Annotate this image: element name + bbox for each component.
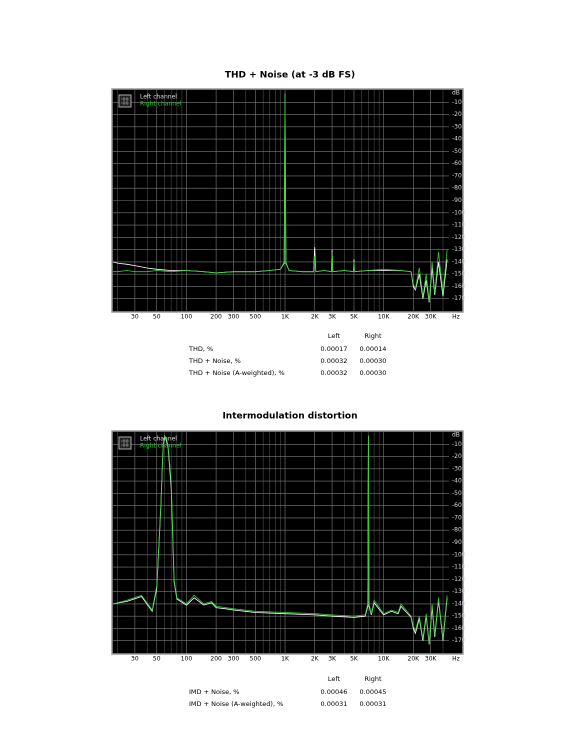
- y-tick-label: -90: [452, 539, 462, 546]
- legend-icon: [118, 94, 132, 108]
- x-tick-label: 30: [131, 656, 139, 663]
- y-tick-label: -40: [452, 478, 462, 485]
- cell: 0.00031: [321, 700, 348, 708]
- x-tick-label: 5K: [350, 314, 359, 321]
- chart-title: Intermodulation distortion: [222, 412, 357, 422]
- x-tick-label: 10K: [378, 314, 391, 321]
- y-tick-label: -100: [452, 551, 466, 558]
- y-tick-label: -170: [452, 637, 466, 644]
- y-tick-label: -110: [452, 222, 466, 229]
- y-axis-label: dB: [452, 90, 460, 97]
- cell: 0.00032: [321, 369, 348, 377]
- row-label: THD + Noise (A-weighted), %: [188, 369, 285, 377]
- x-tick-label: 100: [181, 656, 193, 663]
- x-tick-label: 10K: [378, 656, 391, 663]
- legend-icon: [118, 436, 132, 450]
- row-label: THD + Noise, %: [188, 357, 241, 365]
- y-tick-label: -120: [452, 234, 466, 241]
- column-header: Right: [364, 675, 382, 683]
- x-axis-label: Hz: [452, 656, 460, 663]
- x-tick-label: 1K: [281, 656, 290, 663]
- y-tick-label: -40: [452, 136, 462, 143]
- y-tick-label: -130: [452, 246, 466, 253]
- y-tick-label: -160: [452, 283, 466, 290]
- y-tick-label: -60: [452, 502, 462, 509]
- x-tick-label: 30K: [425, 656, 438, 663]
- y-tick-label: -20: [452, 453, 462, 460]
- cell: 0.00032: [321, 357, 348, 365]
- y-tick-label: -70: [452, 172, 462, 179]
- y-tick-label: -30: [452, 123, 462, 130]
- x-tick-label: 200: [210, 314, 222, 321]
- x-tick-label: 3K: [328, 656, 337, 663]
- x-tick-label: 50: [153, 314, 161, 321]
- x-tick-label: 300: [228, 656, 240, 663]
- x-tick-label: 20K: [408, 314, 421, 321]
- y-tick-label: -110: [452, 564, 466, 571]
- x-tick-label: 2K: [311, 314, 320, 321]
- x-axis-label: Hz: [452, 314, 460, 321]
- legend-label: Right channel: [140, 101, 182, 108]
- y-tick-label: -90: [452, 197, 462, 204]
- y-tick-label: -20: [452, 111, 462, 118]
- x-tick-label: 500: [250, 656, 262, 663]
- x-tick-label: 50: [153, 656, 161, 663]
- row-label: THD, %: [188, 345, 213, 353]
- cell: 0.00045: [360, 688, 387, 696]
- y-tick-label: -10: [452, 441, 462, 448]
- y-tick-label: -160: [452, 625, 466, 632]
- legend-icon-grid: [121, 439, 129, 447]
- y-tick-label: -140: [452, 600, 466, 607]
- cell: 0.00046: [321, 688, 348, 696]
- y-tick-label: -80: [452, 185, 462, 192]
- legend-icon-grid: [121, 97, 129, 105]
- x-tick-label: 300: [228, 314, 240, 321]
- y-tick-label: -150: [452, 271, 466, 278]
- y-tick-label: -60: [452, 160, 462, 167]
- cell: 0.00014: [360, 345, 387, 353]
- x-tick-label: 3K: [328, 314, 337, 321]
- cell: 0.00017: [321, 345, 348, 353]
- y-tick-label: -50: [452, 148, 462, 155]
- y-tick-label: -80: [452, 527, 462, 534]
- y-tick-label: -70: [452, 514, 462, 521]
- y-axis-label: dB: [452, 432, 460, 439]
- row-label: IMD + Noise, %: [189, 688, 239, 696]
- x-tick-label: 200: [210, 656, 222, 663]
- column-header: Right: [364, 332, 382, 340]
- legend-label: Right channel: [140, 443, 182, 450]
- y-tick-label: -120: [452, 576, 466, 583]
- legend-label: Left channel: [140, 94, 177, 101]
- trace: [112, 434, 448, 644]
- x-tick-label: 5K: [350, 656, 359, 663]
- x-tick-label: 2K: [311, 656, 320, 663]
- trace: [113, 93, 448, 302]
- y-tick-label: -130: [452, 588, 466, 595]
- y-tick-label: -30: [452, 465, 462, 472]
- legend-label: Left channel: [140, 436, 177, 443]
- row-label: IMD + Noise (A-weighted), %: [189, 700, 283, 708]
- cell: 0.00030: [360, 357, 387, 365]
- x-tick-label: 20K: [408, 656, 421, 663]
- column-header: Left: [328, 332, 341, 340]
- cell: 0.00031: [360, 700, 387, 708]
- chart-title: THD + Noise (at -3 dB FS): [225, 71, 355, 81]
- x-tick-label: 1K: [281, 314, 290, 321]
- y-tick-label: -10: [452, 99, 462, 106]
- x-tick-label: 30K: [425, 314, 438, 321]
- x-tick-label: 100: [181, 314, 193, 321]
- cell: 0.00030: [360, 369, 387, 377]
- y-tick-label: -50: [452, 490, 462, 497]
- y-tick-label: -170: [452, 295, 466, 302]
- y-tick-label: -140: [452, 258, 466, 265]
- x-tick-label: 500: [250, 314, 262, 321]
- column-header: Left: [328, 675, 341, 683]
- y-tick-label: -100: [452, 209, 466, 216]
- y-tick-label: -150: [452, 613, 466, 620]
- x-tick-label: 30: [131, 314, 139, 321]
